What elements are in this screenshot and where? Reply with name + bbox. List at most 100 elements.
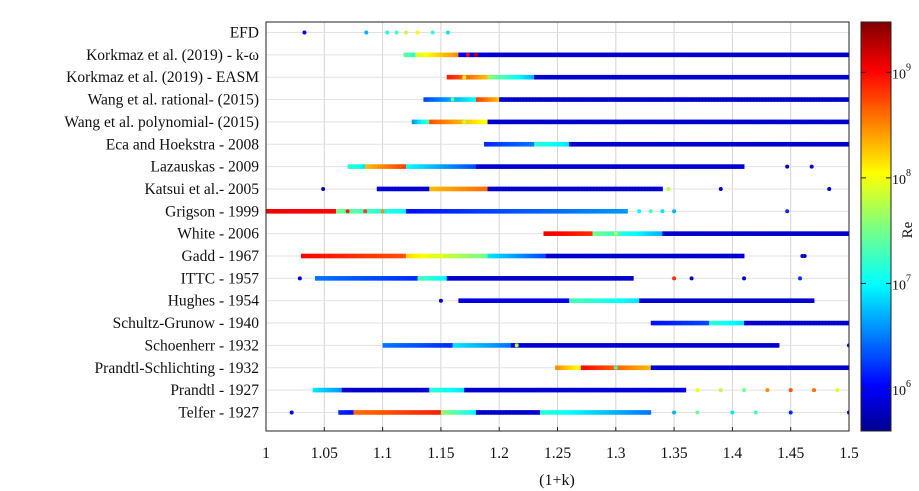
data-segment	[587, 410, 592, 415]
data-segment	[813, 74, 817, 80]
data-segment	[653, 231, 657, 236]
data-segment	[597, 97, 602, 102]
data-segment	[371, 387, 376, 393]
data-segment	[506, 410, 510, 415]
data-segment	[797, 119, 802, 125]
data-segment	[803, 231, 808, 236]
data-segment	[629, 253, 634, 259]
data-segment	[678, 298, 682, 303]
data-segment	[575, 164, 579, 169]
data-segment	[581, 253, 586, 259]
data-segment	[492, 141, 497, 147]
data-segment	[647, 231, 651, 236]
data-segment	[521, 410, 526, 415]
data-point	[321, 186, 326, 191]
data-segment	[836, 365, 841, 371]
data-segment	[341, 410, 345, 415]
data-segment	[764, 231, 769, 236]
data-segment	[650, 231, 654, 236]
data-segment	[526, 97, 530, 102]
data-segment	[578, 186, 582, 192]
data-segment	[441, 186, 445, 192]
data-segment	[466, 97, 471, 102]
data-segment	[315, 387, 319, 393]
data-segment	[818, 231, 823, 236]
data-segment	[584, 410, 589, 415]
data-point	[718, 388, 723, 393]
data-segment	[502, 97, 506, 102]
data-segment	[414, 253, 419, 259]
data-segment	[656, 365, 661, 371]
data-segment	[707, 164, 712, 169]
data-segment	[437, 387, 442, 393]
data-segment	[481, 74, 486, 80]
data-segment	[454, 164, 459, 169]
data-segment	[746, 141, 751, 147]
data-point	[753, 410, 758, 415]
data-segment	[425, 343, 429, 348]
data-segment	[372, 276, 376, 281]
data-segment	[347, 164, 351, 169]
data-segment	[734, 365, 739, 371]
data-segment	[717, 320, 722, 326]
data-point	[695, 410, 700, 415]
data-segment	[354, 209, 358, 214]
data-segment	[807, 74, 811, 80]
data-segment	[716, 231, 721, 236]
data-segment	[753, 74, 757, 80]
data-segment	[380, 410, 385, 415]
data-segment	[446, 74, 451, 80]
data-segment	[585, 276, 589, 281]
data-segment	[495, 209, 500, 214]
data-segment	[765, 97, 769, 102]
data-segment	[510, 74, 515, 80]
data-segment	[698, 231, 702, 236]
data-segment	[670, 343, 674, 348]
data-segment	[644, 410, 649, 415]
data-segment	[368, 410, 372, 415]
data-segment	[627, 276, 631, 281]
data-segment	[420, 276, 424, 281]
data-segment	[619, 231, 624, 236]
data-segment	[402, 209, 407, 214]
data-segment	[593, 164, 597, 169]
data-segment	[404, 410, 409, 415]
data-segment	[824, 231, 829, 236]
data-segment	[745, 343, 750, 348]
data-segment	[644, 119, 648, 125]
data-segment	[576, 74, 580, 80]
data-segment	[623, 298, 628, 303]
data-segment	[679, 343, 684, 348]
data-segment	[586, 365, 591, 371]
data-segment	[531, 343, 536, 348]
data-segment	[687, 298, 691, 303]
data-segment	[776, 141, 781, 147]
data-segment	[375, 253, 380, 259]
data-segment	[405, 387, 409, 393]
data-segment	[502, 253, 507, 259]
data-segment	[402, 276, 406, 281]
data-segment	[777, 298, 782, 303]
data-segment	[845, 141, 849, 147]
data-segment	[514, 97, 518, 102]
data-segment	[774, 97, 778, 102]
data-segment	[641, 253, 646, 259]
data-segment	[698, 164, 703, 169]
data-segment	[481, 164, 486, 169]
data-segment	[770, 343, 774, 348]
data-segment	[830, 365, 835, 371]
data-segment	[394, 164, 398, 169]
data-segment	[813, 52, 817, 58]
data-segment	[587, 298, 591, 303]
data-segment	[622, 343, 626, 348]
data-segment	[299, 209, 303, 214]
data-segment	[571, 343, 575, 348]
data-segment	[695, 141, 699, 147]
data-segment	[551, 298, 555, 303]
data-segment	[620, 164, 624, 169]
data-segment	[725, 231, 730, 236]
data-segment	[773, 365, 778, 371]
data-segment	[384, 276, 388, 281]
data-segment	[368, 164, 372, 169]
data-segment	[618, 52, 623, 58]
